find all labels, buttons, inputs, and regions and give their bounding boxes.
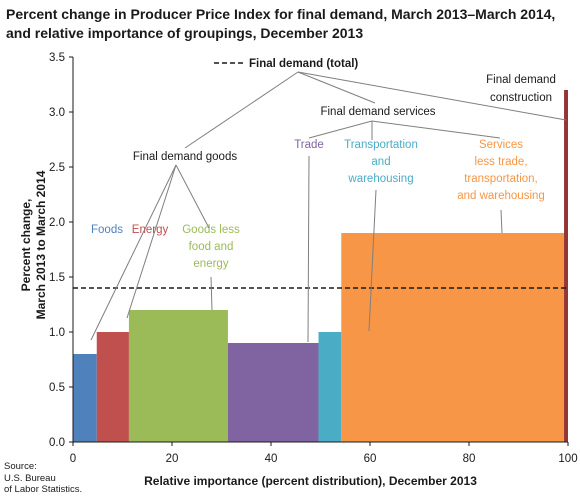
y-axis-title-line: March 2013 to March 2014 [34,170,48,319]
label-final-demand-goods: Final demand goods [133,151,237,163]
y-axis-title-line: Percent change, [19,199,33,292]
leader-line [500,209,503,234]
label-transportation-warehousing: Transportation [344,139,418,151]
x-tick-label: 20 [166,453,179,465]
leader-line [175,164,210,229]
y-tick-label: 0.0 [49,437,65,449]
label-final-demand-construction: Final demand [486,74,556,86]
label-services-less-trade: and warehousing [457,190,545,202]
x-axis-title: Relative importance (percent distributio… [144,474,477,488]
label-services-less-trade: transportation, [464,173,538,185]
x-tick-label: 60 [364,453,377,465]
label-energy: Energy [132,224,169,236]
bar-energy [96,332,129,442]
leader-line [307,155,310,343]
label-transportation-warehousing: and [371,156,390,168]
label-final-demand-construction: construction [490,92,552,104]
x-tick-label: 0 [70,453,76,465]
y-tick-label: 1.5 [49,272,65,284]
bar-foods [73,354,97,442]
label-final-demand-services: Final demand services [320,106,435,118]
label-transportation-warehousing: warehousing [347,173,413,185]
label-goods-less-food-energy: Goods less [182,224,240,236]
label-foods: Foods [91,224,123,236]
leader-line [90,164,177,341]
y-tick-label: 0.5 [49,382,65,394]
legend-label: Final demand (total) [249,58,358,70]
y-tick-label: 2.5 [49,162,65,174]
bar-trade [227,343,319,442]
bar-goods-less-food-and-energy [128,310,228,442]
leader-line [368,189,377,332]
label-trade: Trade [294,139,324,151]
source-line: U.S. Bureau [4,472,56,484]
leader-line [371,120,501,139]
bar-transportation-and-warehousing [318,332,342,442]
label-services-less-trade: less trade, [474,156,527,168]
y-tick-label: 3.5 [49,52,65,64]
source-note: Source: U.S. Bureau of Labor Statistics. [4,461,82,496]
source-line: of Labor Statistics. [4,484,83,495]
leader-line [126,164,177,319]
leader-line [308,120,373,139]
label-goods-less-food-energy: food and [189,241,234,253]
source-line: Source: [4,461,37,472]
y-axis-title: Percent change,March 2013 to March 2014 [19,170,48,319]
y-tick-label: 2.0 [49,217,65,229]
leader-line [297,71,376,104]
chart-title: Percent change in Producer Price Index f… [6,6,556,41]
x-tick-label: 40 [265,453,278,465]
bar-final-demand-construction [564,90,568,442]
leader-line [297,71,567,121]
x-tick-label: 80 [463,453,476,465]
leader-line [210,276,213,311]
x-tick-label: 100 [558,453,577,465]
bar-services-less-trade-transportation-and-warehousing [341,233,565,442]
label-goods-less-food-energy: energy [193,258,228,270]
leader-line [184,71,299,149]
y-tick-label: 1.0 [49,327,65,339]
y-tick-label: 3.0 [49,107,65,119]
label-services-less-trade: Services [479,139,523,151]
